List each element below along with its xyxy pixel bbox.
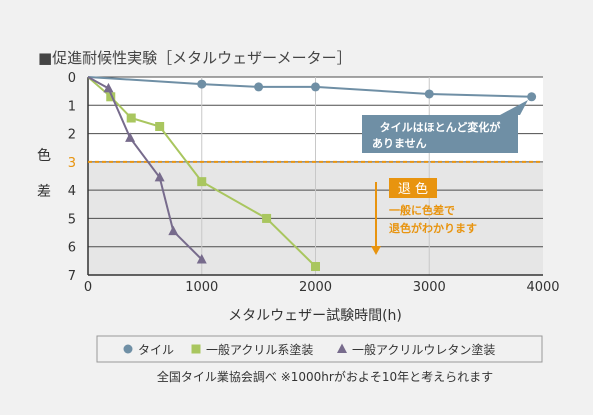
x-tick-label: 4000 [526,280,559,295]
data-point [103,82,114,93]
tile-callout-pointer [500,100,528,115]
y-tick-label: 2 [68,128,76,143]
fade-description-line1: 一般に色差で [389,203,455,217]
legend-box [96,335,543,363]
data-point [424,89,434,99]
y-tick-label: 5 [68,212,76,227]
data-point [197,79,207,89]
fade-arrow-head [371,246,381,255]
y-tick-label: 3 [68,156,76,171]
series-line [87,76,532,98]
tile-callout: タイルはほとんど変化が ありません [362,100,528,153]
data-point [311,82,320,92]
tile-callout-line2: ありません [372,137,427,150]
legend-label: 一般アクリルウレタン塗装 [352,342,495,357]
data-point [196,253,207,264]
series-1 [87,76,537,102]
tile-callout-box [362,115,518,153]
x-tick-label: 3000 [413,280,446,295]
data-point [168,225,179,236]
data-point [126,113,136,123]
data-point [106,92,116,102]
series-3 [87,76,207,264]
y-axis-label-char1: 色 [37,147,51,164]
data-point [262,213,272,223]
data-point [197,177,207,187]
data-point [527,92,537,102]
x-tick-label: 0 [84,280,92,295]
data-point [254,82,264,92]
degradation-annotation: 退 色 一般に色差で 退色がわかります [371,178,477,255]
y-tick-labels: 0 1 2 3 4 5 6 7 [68,71,76,284]
legend-marker [123,344,133,354]
fade-label: 退 色 [398,181,428,197]
footnote: 全国タイル業協会調べ ※1000hrがおよそ10年と考えられます [157,369,493,384]
tile-callout-line1: タイルはほとんど変化が [380,120,501,134]
x-axis-label: メタルウェザー試験時間(h) [228,308,402,324]
y-tick-label: 7 [68,269,76,284]
chart-title: ■促進耐候性実験［メタルウェザーメーター］ [38,49,352,67]
legend-label: タイル [138,343,174,357]
series-line [87,76,203,261]
y-axis-label-char2: 差 [37,184,51,200]
data-point [125,132,136,142]
y-tick-label: 4 [68,184,76,199]
y-tick-label: 1 [68,99,76,114]
y-tick-label: 6 [68,241,76,256]
series-2 [87,76,320,272]
data-point [311,262,320,272]
legend-marker [337,343,347,353]
fade-description-line2: 退色がわかります [389,221,477,235]
x-tick-label: 1000 [185,280,218,295]
data-point [154,171,165,182]
y-tick-label: 0 [68,71,76,86]
legend-marker [191,344,201,354]
legend-label: 一般アクリル系塗装 [206,342,313,357]
series-layer [87,76,537,272]
fade-label-box [389,178,437,198]
legend: タイル 一般アクリル系塗装 一般アクリルウレタン塗装 [123,342,495,357]
x-tick-labels: 0 1000 2000 3000 4000 [84,280,560,295]
x-tick-label: 2000 [299,280,332,295]
axes [87,77,543,276]
data-point [155,122,165,131]
